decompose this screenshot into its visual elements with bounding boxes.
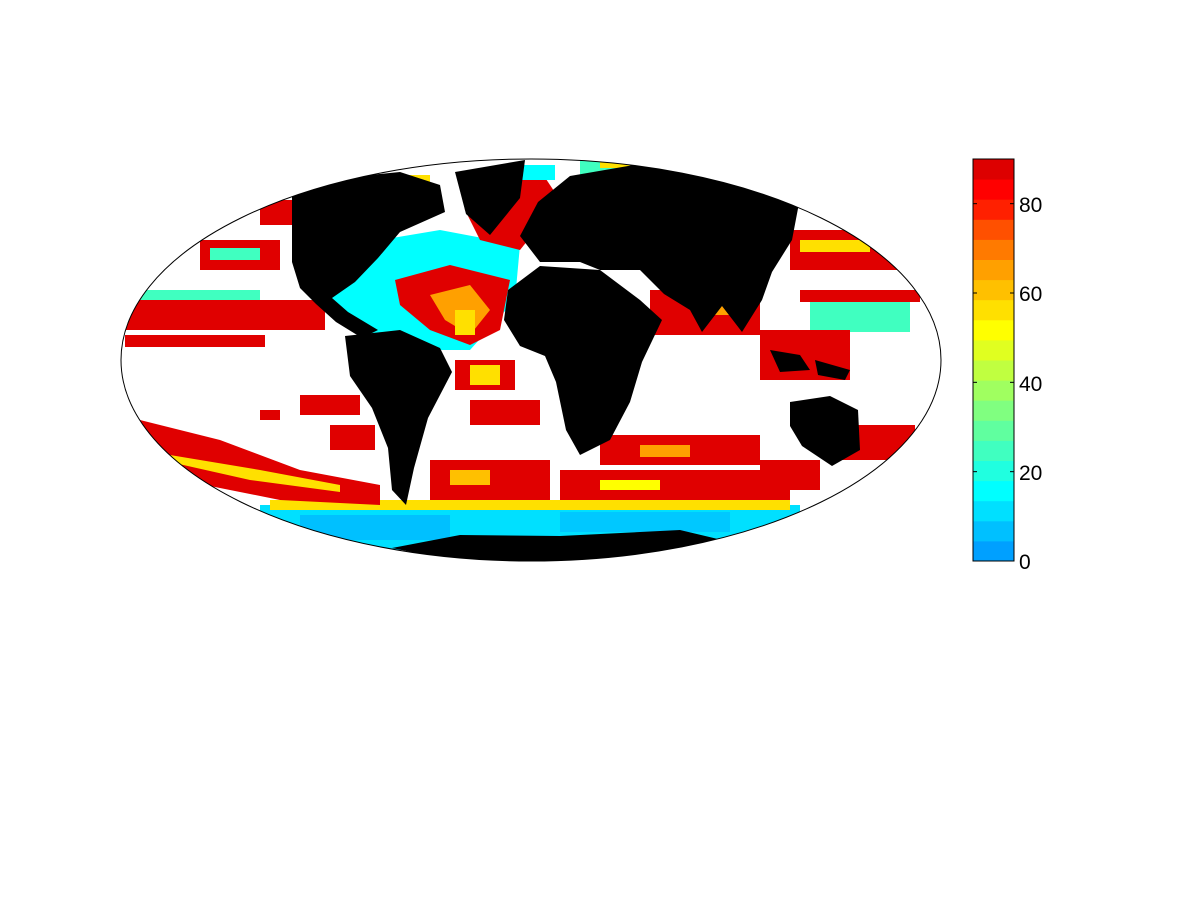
colorbar-band xyxy=(973,520,1014,542)
africa xyxy=(504,266,662,455)
colorbar-tick-label: 80 xyxy=(1019,194,1042,217)
colorbar-frame xyxy=(972,158,1015,562)
land-masses xyxy=(292,160,860,561)
greenland xyxy=(455,160,525,235)
colorbar-band xyxy=(973,339,1014,361)
colorbar-band xyxy=(973,440,1014,461)
colorbar-band xyxy=(973,420,1014,441)
australia xyxy=(790,396,860,466)
colorbar-band xyxy=(973,279,1014,301)
colorbar-band xyxy=(973,199,1014,220)
colorbar-tick-label: 60 xyxy=(1019,283,1042,306)
colorbar-band xyxy=(973,159,1014,180)
colorbar-tick-label: 0 xyxy=(1019,551,1031,574)
colorbar-band xyxy=(973,239,1014,260)
map-boundary xyxy=(120,158,942,562)
colorbar-ticks: 0 20 40 60 80 xyxy=(1019,194,1042,574)
colorbar-band xyxy=(973,380,1014,401)
north-america xyxy=(292,172,445,338)
colorbar-band xyxy=(973,219,1014,240)
colorbar-band xyxy=(973,540,1014,562)
colorbar-band xyxy=(973,500,1014,522)
colorbar-band xyxy=(973,259,1014,281)
eurasia xyxy=(520,164,800,332)
colorbar-band xyxy=(973,179,1014,200)
colorbar-tick-label: 20 xyxy=(1019,462,1042,485)
north-pacific-red xyxy=(125,300,325,330)
colorbar-band xyxy=(973,360,1014,381)
south-america xyxy=(345,330,452,505)
colorbar-band xyxy=(973,480,1014,502)
indonesia xyxy=(770,350,850,380)
colorbar-tick-label: 40 xyxy=(1019,373,1042,396)
colorbar-band xyxy=(973,319,1014,341)
colorbar-band xyxy=(973,299,1014,321)
colorbar xyxy=(972,158,1015,562)
colorbar-band xyxy=(973,400,1014,421)
colorbar-band xyxy=(973,460,1014,482)
ocean-data-field xyxy=(121,159,941,561)
